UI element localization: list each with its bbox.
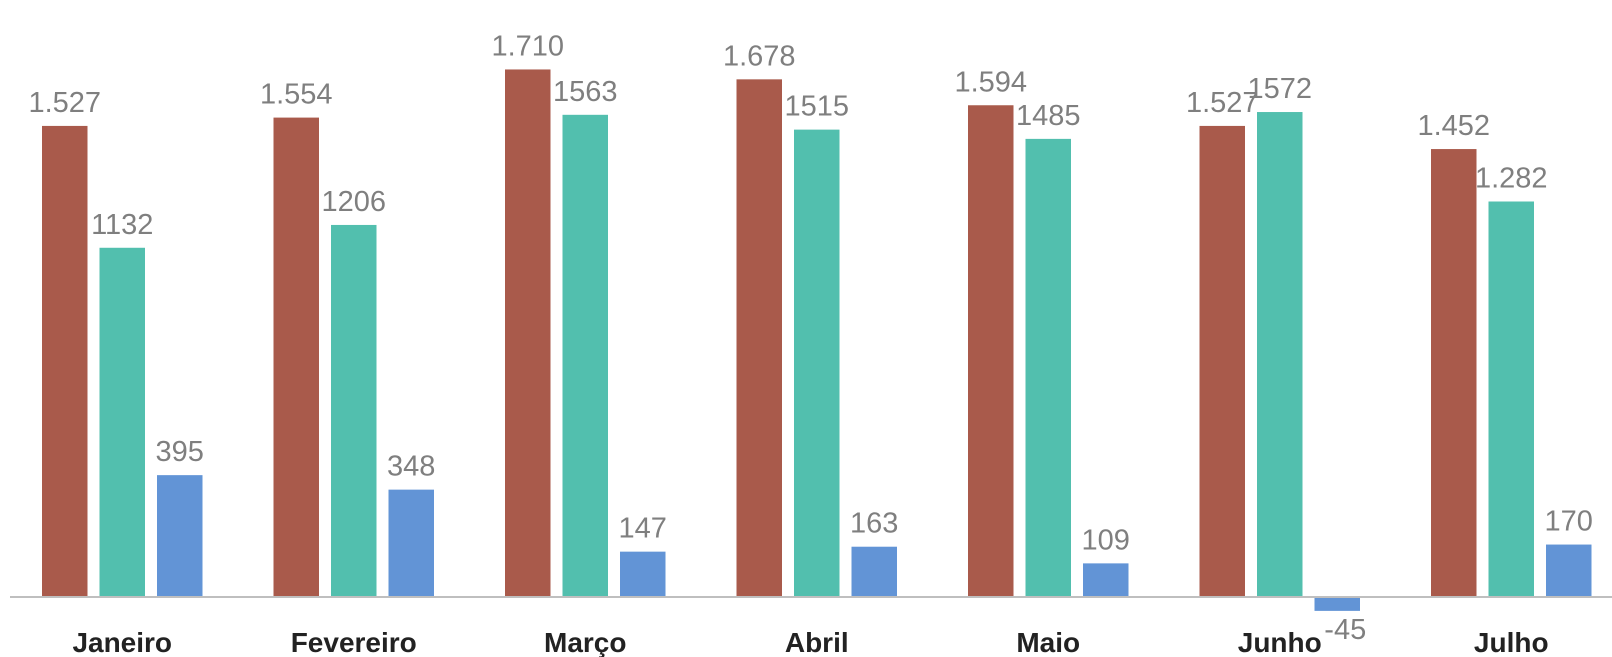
data-label-abril-series-2: 1515	[784, 91, 849, 123]
bar-julho-series-1	[1431, 149, 1477, 598]
bar-março-series-3	[620, 551, 666, 597]
bar-janeiro-series-1	[42, 125, 88, 597]
data-label-março-series-3: 147	[619, 513, 667, 545]
data-label-julho-series-1: 1.452	[1417, 110, 1490, 142]
data-label-maio-series-1: 1.594	[954, 66, 1027, 98]
data-label-janeiro-series-2: 1132	[91, 209, 153, 241]
data-label-junho-series-2: 1572	[1247, 73, 1312, 105]
data-label-janeiro-series-3: 395	[156, 436, 204, 468]
data-label-abril-series-3: 163	[850, 508, 898, 540]
bar-junho-series-1	[1199, 125, 1245, 597]
bar-fevereiro-series-1	[273, 117, 319, 597]
bar-junho-series-3	[1314, 597, 1360, 611]
data-label-maio-series-2: 1485	[1016, 100, 1081, 132]
data-label-maio-series-3: 109	[1082, 524, 1130, 556]
bar-janeiro-series-2	[99, 247, 145, 597]
bar-maio-series-1	[968, 105, 1014, 597]
bar-maio-series-2	[1025, 138, 1071, 597]
category-label-junho: Junho	[1238, 627, 1322, 657]
bar-abril-series-1	[736, 79, 782, 598]
bar-junho-series-2	[1257, 112, 1303, 598]
data-label-julho-series-3: 170	[1545, 506, 1593, 538]
data-labels-layer: 1.527 1132 395 1.554 1206 348 1.710 1563 147 1.67…	[28, 30, 1592, 645]
data-label-abril-series-1: 1.678	[723, 40, 796, 72]
bars-layer	[42, 69, 1592, 611]
bar-julho-series-3	[1546, 544, 1592, 597]
data-label-junho-series-1: 1.527	[1186, 87, 1259, 119]
bar-maio-series-3	[1083, 563, 1129, 597]
data-label-fevereiro-series-1: 1.554	[260, 79, 333, 111]
category-label-fevereiro: Fevereiro	[291, 627, 417, 657]
bar-março-series-1	[505, 69, 551, 598]
bar-abril-series-2	[794, 129, 840, 597]
data-label-março-series-2: 1563	[553, 76, 618, 108]
bar-janeiro-series-3	[157, 475, 203, 597]
category-label-abril: Abril	[785, 627, 849, 657]
data-label-julho-series-2: 1.282	[1475, 163, 1548, 195]
data-label-fevereiro-series-3: 348	[387, 451, 435, 483]
category-labels-layer: Janeiro Fevereiro Março Abril Maio Junho Julho	[72, 627, 1548, 657]
bar-fevereiro-series-2	[331, 224, 377, 597]
data-label-junho-series-3: -45	[1324, 614, 1366, 646]
bar-abril-series-3	[851, 546, 897, 597]
bar-março-series-2	[562, 114, 608, 597]
data-label-janeiro-series-1: 1.527	[28, 87, 101, 119]
data-label-fevereiro-series-2: 1206	[321, 186, 386, 218]
category-label-março: Março	[544, 627, 626, 657]
bar-julho-series-2	[1488, 201, 1534, 598]
bar-fevereiro-series-3	[388, 489, 434, 597]
category-label-janeiro: Janeiro	[72, 627, 172, 657]
category-label-julho: Julho	[1474, 627, 1549, 657]
data-label-março-series-1: 1.710	[491, 30, 564, 62]
category-label-maio: Maio	[1016, 627, 1080, 657]
